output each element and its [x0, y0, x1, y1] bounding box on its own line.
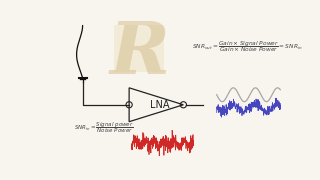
Text: R: R: [109, 18, 169, 89]
Text: LNA: LNA: [150, 100, 170, 110]
Text: $SNR_{out} = \dfrac{Gain \times Signal\ Power}{Gain \times Noise\ Power} = SNR_{: $SNR_{out} = \dfrac{Gain \times Signal\ …: [192, 39, 303, 54]
FancyBboxPatch shape: [114, 25, 164, 72]
Text: $SNR_{in} = \dfrac{Signal\ power}{Noise\ Power}$: $SNR_{in} = \dfrac{Signal\ power}{Noise\…: [74, 120, 133, 135]
